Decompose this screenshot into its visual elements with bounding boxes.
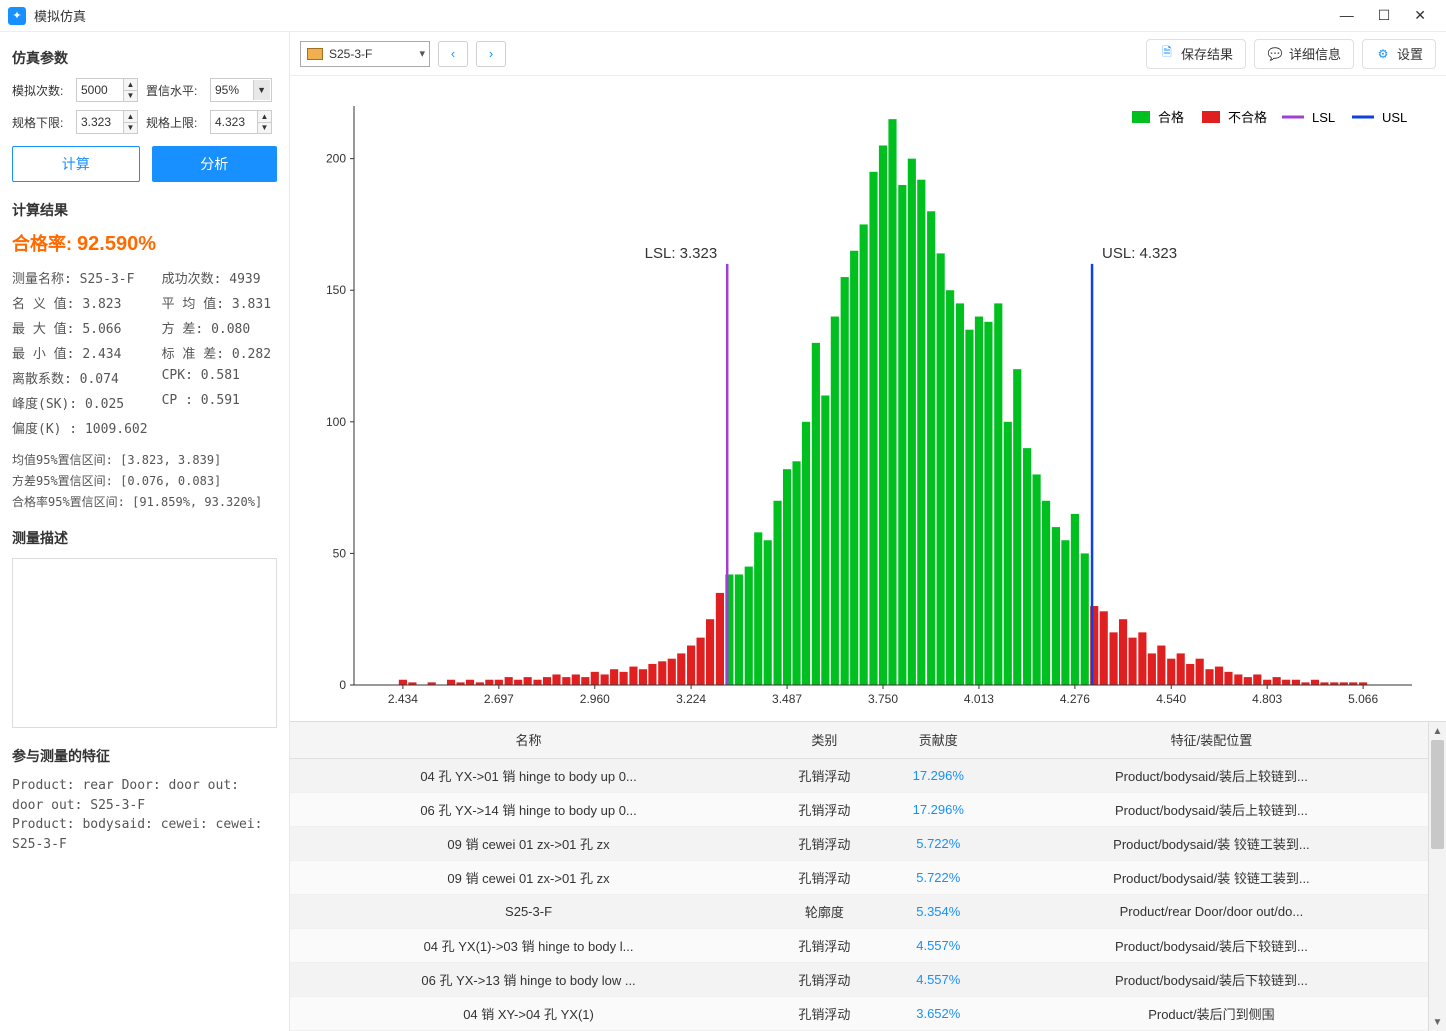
table-row[interactable]: 09 销 cewei 01 zx->01 孔 zx孔销浮动5.722%Produ… [290, 826, 1428, 860]
table-scrollbar[interactable]: ▲ ▼ [1428, 722, 1446, 1031]
svg-text:LSL: LSL [1312, 110, 1335, 125]
conf-level-label: 置信水平: [146, 82, 202, 99]
analyze-button[interactable]: 分析 [152, 146, 278, 182]
chart-area: 0 50 100 150 200 2.434 2.697 2.960 3.224 3.487 3.7… [290, 76, 1446, 721]
svg-text:50: 50 [333, 546, 347, 560]
svg-text:3.487: 3.487 [772, 692, 802, 706]
desc-title: 测量描述 [12, 528, 277, 548]
close-icon[interactable]: ✕ [1414, 7, 1426, 24]
calc-button[interactable]: 计算 [12, 146, 140, 182]
scroll-down-icon[interactable]: ▼ [1429, 1013, 1446, 1031]
save-icon: 🗎 [1159, 46, 1175, 62]
sidebar: 仿真参数 模拟次数: 5000 ▲▼ 置信水平: 95% ▼ 规格下限: 3.3… [0, 32, 290, 1031]
svg-text:USL: USL [1382, 110, 1407, 125]
table-header[interactable]: 特征/装配位置 [995, 722, 1428, 758]
svg-text:4.276: 4.276 [1060, 692, 1090, 706]
usl-label: 规格上限: [146, 114, 202, 131]
svg-text:150: 150 [326, 283, 346, 297]
histogram-chart: 0 50 100 150 200 2.434 2.697 2.960 3.224 3.487 3.7… [304, 86, 1432, 721]
chevron-left-icon: ‹ [451, 46, 455, 61]
svg-text:合格: 合格 [1158, 110, 1184, 125]
lsl-label: 规格下限: [12, 114, 68, 131]
chevron-down-icon: ▼ [257, 85, 266, 95]
chat-icon: 💬 [1267, 46, 1283, 62]
app-icon: ✦ [8, 7, 26, 25]
table-row[interactable]: S25-3-F轮廓度5.354%Product/rear Door/door o… [290, 894, 1428, 928]
feat-title: 参与测量的特征 [12, 746, 277, 766]
table-row[interactable]: 09 销 cewei 01 zx->01 孔 zx孔销浮动5.722%Produ… [290, 860, 1428, 894]
save-button[interactable]: 🗎 保存结果 [1146, 39, 1246, 69]
next-button[interactable]: › [476, 41, 506, 67]
feat-text: Product: rear Door: door out: door out: … [12, 776, 277, 854]
table-header[interactable]: 贡献度 [882, 722, 995, 758]
svg-text:5.066: 5.066 [1348, 692, 1378, 706]
prev-button[interactable]: ‹ [438, 41, 468, 67]
scroll-thumb[interactable] [1431, 740, 1444, 849]
svg-text:USL: 4.323: USL: 4.323 [1102, 245, 1177, 262]
measurement-icon [307, 48, 323, 60]
svg-text:2.434: 2.434 [388, 692, 418, 706]
measurement-combo[interactable]: S25-3-F [300, 41, 430, 67]
spin-up-icon[interactable]: ▲ [124, 111, 137, 123]
sim-count-input[interactable]: 5000 ▲▼ [76, 78, 138, 102]
svg-text:3.224: 3.224 [676, 692, 706, 706]
table-row[interactable]: 04 孔 YX(1)->03 销 hinge to body l...孔销浮动4… [290, 928, 1428, 962]
table-row[interactable]: 06 孔 YX->13 销 hinge to body low ...孔销浮动4… [290, 962, 1428, 996]
svg-text:2.697: 2.697 [484, 692, 514, 706]
spin-down-icon[interactable]: ▼ [124, 91, 137, 102]
svg-text:100: 100 [326, 415, 346, 429]
spin-up-icon[interactable]: ▲ [258, 111, 271, 123]
toolbar: S25-3-F ‹ › 🗎 保存结果 💬 详细信息 ⚙ 设置 [290, 32, 1446, 76]
chevron-right-icon: › [489, 46, 493, 61]
lsl-input[interactable]: 3.323 ▲▼ [76, 110, 138, 134]
confidence-intervals: 均值95%置信区间: [3.823, 3.839] 方差95%置信区间: [0.… [12, 451, 277, 510]
table-row[interactable]: 06 孔 YX->14 销 hinge to body up 0...孔销浮动1… [290, 792, 1428, 826]
spin-up-icon[interactable]: ▲ [124, 79, 137, 91]
table-row[interactable]: 04 销 XY->04 孔 YX(1)孔销浮动3.652%Product/装后门… [290, 996, 1428, 1030]
svg-text:LSL: 3.323: LSL: 3.323 [645, 245, 718, 262]
detail-button[interactable]: 💬 详细信息 [1254, 39, 1354, 69]
svg-text:3.750: 3.750 [868, 692, 898, 706]
titlebar: ✦ 模拟仿真 — ☐ ✕ [0, 0, 1446, 32]
svg-text:不合格: 不合格 [1228, 110, 1267, 125]
results-title: 计算结果 [12, 200, 277, 220]
table-header[interactable]: 类别 [767, 722, 882, 758]
window-title: 模拟仿真 [34, 6, 86, 25]
description-box[interactable] [12, 558, 277, 728]
contribution-table: 名称类别贡献度特征/装配位置 04 孔 YX->01 销 hinge to bo… [290, 721, 1446, 1031]
svg-text:2.960: 2.960 [580, 692, 610, 706]
table-header[interactable]: 名称 [290, 722, 767, 758]
maximize-icon[interactable]: ☐ [1378, 7, 1391, 24]
scroll-up-icon[interactable]: ▲ [1429, 722, 1446, 740]
sim-count-label: 模拟次数: [12, 82, 68, 99]
svg-text:4.013: 4.013 [964, 692, 994, 706]
gear-icon: ⚙ [1375, 46, 1391, 62]
pass-rate: 合格率: 92.590% [12, 230, 277, 256]
svg-text:0: 0 [339, 678, 346, 692]
params-title: 仿真参数 [12, 48, 277, 68]
table-row[interactable]: 04 孔 YX->01 销 hinge to body up 0...孔销浮动1… [290, 758, 1428, 792]
svg-text:200: 200 [326, 152, 346, 166]
svg-text:4.803: 4.803 [1252, 692, 1282, 706]
minimize-icon[interactable]: — [1340, 7, 1354, 24]
main-area: S25-3-F ‹ › 🗎 保存结果 💬 详细信息 ⚙ 设置 [290, 32, 1446, 1031]
spin-down-icon[interactable]: ▼ [258, 123, 271, 134]
stats-grid: 测量名称: S25-3-F 成功次数: 4939 名 义 值: 3.823 平 … [12, 268, 277, 437]
conf-level-select[interactable]: 95% ▼ [210, 78, 272, 102]
svg-text:4.540: 4.540 [1156, 692, 1186, 706]
spin-down-icon[interactable]: ▼ [124, 123, 137, 134]
settings-button[interactable]: ⚙ 设置 [1362, 39, 1436, 69]
usl-input[interactable]: 4.323 ▲▼ [210, 110, 272, 134]
